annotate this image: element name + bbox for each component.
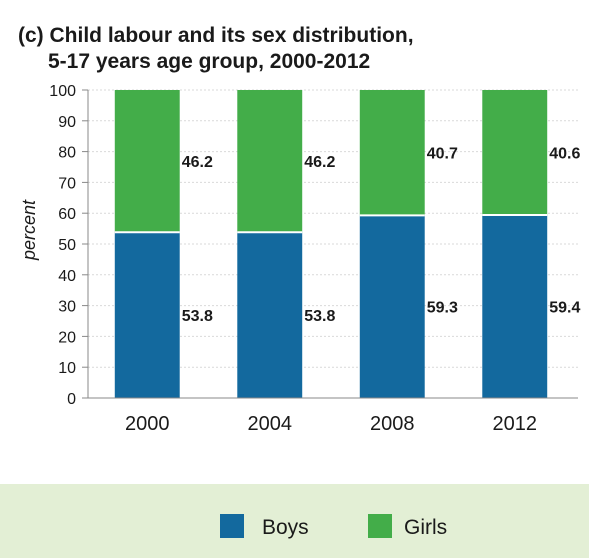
- legend-label-girls: Girls: [404, 516, 447, 539]
- legend-swatch-girls: [368, 514, 392, 538]
- y-axis-label: percent: [19, 199, 39, 261]
- bar-boys-2004: [237, 232, 303, 398]
- y-tick-label: 30: [58, 299, 76, 316]
- x-tick-label-2000: 2000: [125, 413, 170, 435]
- y-tick-label: 70: [58, 175, 76, 192]
- y-tick-label: 40: [58, 268, 76, 285]
- y-tick-label: 100: [49, 83, 76, 100]
- legend-swatch-boys: [220, 514, 244, 538]
- bar-girls-2000: [114, 90, 180, 233]
- y-tick-label: 90: [58, 114, 76, 131]
- data-label-girls-2000: 46.2: [182, 154, 213, 171]
- legend-label-boys: Boys: [262, 516, 309, 539]
- chart-title-line-1: (c) Child labour and its sex distributio…: [18, 24, 414, 47]
- legend-background: [0, 484, 589, 558]
- data-label-girls-2012: 40.6: [549, 146, 580, 163]
- x-tick-label-2004: 2004: [248, 413, 293, 435]
- chart-title-line-2: 5-17 years age group, 2000-2012: [48, 50, 370, 73]
- axes: 0 10 20 30 40 50 60 70 80 90 100 2000 2004 2008 2012: [49, 83, 578, 435]
- y-tick-label: 20: [58, 329, 76, 346]
- y-tick-label: 0: [67, 391, 76, 408]
- bar-boys-2012: [482, 215, 548, 398]
- x-tick-label-2008: 2008: [370, 413, 415, 435]
- bar-boys-2008: [359, 215, 425, 398]
- bars: 53.8 46.2 53.8 46.2 59.3 40.7 59.4 40.6: [114, 90, 580, 398]
- y-tick-label: 60: [58, 206, 76, 223]
- bar-boys-2000: [114, 232, 180, 398]
- data-label-boys-2012: 59.4: [549, 300, 580, 317]
- y-tick-label: 80: [58, 145, 76, 162]
- data-label-girls-2008: 40.7: [427, 146, 458, 163]
- legend: Boys Girls: [220, 514, 447, 539]
- y-tick-label: 10: [58, 360, 76, 377]
- bar-girls-2004: [237, 90, 303, 233]
- y-tick-label: 50: [58, 237, 76, 254]
- data-label-girls-2004: 46.2: [304, 154, 335, 171]
- bar-girls-2012: [482, 90, 548, 216]
- data-label-boys-2000: 53.8: [182, 308, 213, 325]
- bar-girls-2008: [359, 90, 425, 216]
- x-tick-label-2012: 2012: [493, 413, 538, 435]
- data-label-boys-2008: 59.3: [427, 300, 458, 317]
- data-label-boys-2004: 53.8: [304, 308, 335, 325]
